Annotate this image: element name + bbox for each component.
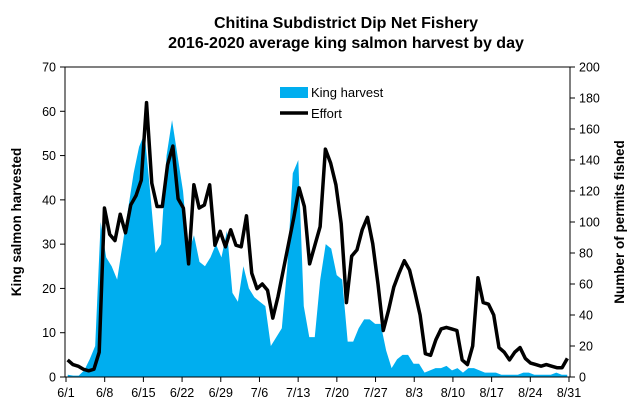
y-right-tick-label: 100 [579,216,600,230]
x-tick-label: 7/13 [286,386,310,400]
y-right-tick-label: 60 [579,278,593,292]
legend-label-effort: Effort [311,106,342,121]
x-tick-label: 6/8 [96,386,113,400]
x-tick-label: 8/17 [479,386,503,400]
legend: King harvest Effort [280,85,384,121]
y-left-tick-label: 50 [42,149,56,163]
x-tick-label: 7/6 [251,386,268,400]
x-tick-label: 6/22 [170,386,194,400]
y-left-tick-label: 70 [42,61,56,75]
y-right-tick-label: 80 [579,247,593,261]
harvest-area-layer [67,120,568,377]
y-axis-right-title: Number of permits fished [612,140,627,304]
x-tick-label: 8/31 [557,386,581,400]
x-tick-label: 7/20 [325,386,349,400]
y-right-tick-label: 140 [579,154,600,168]
legend-label-king-harvest: King harvest [311,85,384,100]
x-axis: 6/1 6/8 6/15 6/22 6/29 7/6 7/13 7/20 7/27 8/3 8/10… [57,377,581,400]
x-tick-label: 6/15 [131,386,155,400]
y-right-tick-label: 160 [579,123,600,137]
chart-title: Chitina Subdistrict Dip Net Fishery [214,15,478,32]
king-harvest-area [67,120,568,377]
x-tick-label: 7/27 [363,386,387,400]
x-tick-label: 6/29 [209,386,233,400]
effort-line-layer [66,100,569,373]
effort-line [66,100,569,373]
y-left-tick-label: 60 [42,105,56,119]
y-left-tick-label: 40 [42,193,56,207]
x-tick-label: 8/10 [441,386,465,400]
y-left-tick-label: 30 [42,238,56,252]
y-left-tick-label: 20 [42,282,56,296]
y-left-tick-label: 10 [42,326,56,340]
y-right-tick-label: 200 [579,61,600,75]
left-y-axis: 0 10 20 30 40 50 60 70 [42,61,65,385]
x-tick-label: 8/24 [518,386,542,400]
y-axis-left-title: King salmon harvested [9,148,24,297]
y-right-tick-label: 120 [579,185,600,199]
x-tick-label: 8/3 [406,386,423,400]
right-y-axis: 0 20 40 60 80 100 120 140 160 180 200 [570,61,600,385]
y-left-tick-label: 0 [49,371,56,385]
y-right-tick-label: 0 [579,371,586,385]
y-right-tick-label: 20 [579,340,593,354]
legend-swatch-king-harvest [280,87,308,98]
x-tick-label: 6/1 [57,386,74,400]
y-right-tick-label: 180 [579,92,600,106]
chart-subtitle: 2016-2020 average king salmon harvest by… [168,35,524,52]
y-right-tick-label: 40 [579,309,593,323]
